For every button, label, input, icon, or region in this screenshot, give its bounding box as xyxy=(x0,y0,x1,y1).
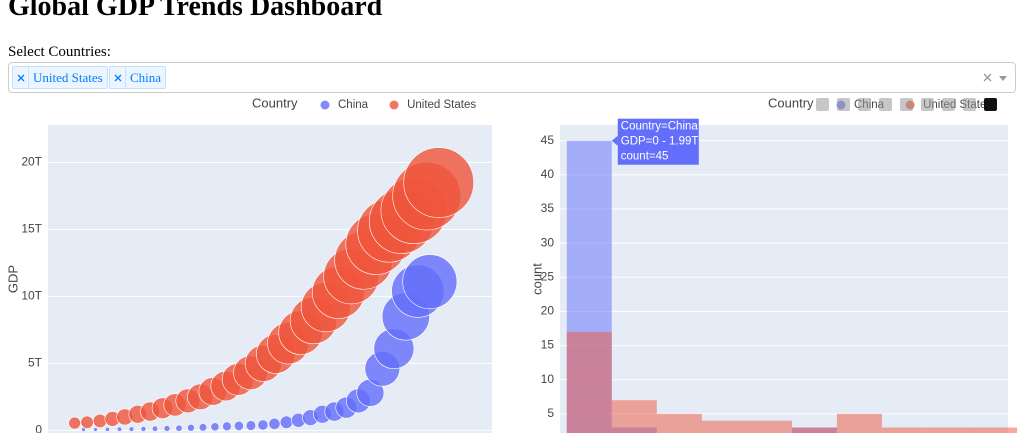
legend-marker xyxy=(320,100,330,110)
modebar-button[interactable] xyxy=(816,98,829,111)
bubble xyxy=(268,417,281,430)
histogram-bar xyxy=(611,400,657,433)
modebar-button[interactable] xyxy=(837,98,850,111)
selector-label: Select Countries: xyxy=(8,44,111,60)
y-tick-label: 5T xyxy=(28,356,43,370)
bubble xyxy=(175,424,183,432)
tooltip-pointer xyxy=(611,135,618,146)
chip: United States xyxy=(12,66,108,89)
y-tick-label: 20 xyxy=(541,304,555,318)
legend-title: Country xyxy=(768,95,814,110)
remove-chip[interactable] xyxy=(13,67,29,88)
modebar-button[interactable] xyxy=(879,98,892,111)
bubble xyxy=(151,425,159,432)
tooltip-line: count=45 xyxy=(621,151,669,163)
bubble xyxy=(187,423,195,432)
y-tick-label: 45 xyxy=(541,133,555,147)
bubble xyxy=(257,419,269,431)
modebar-button[interactable] xyxy=(963,98,976,111)
legend-title: Country xyxy=(252,95,298,110)
y-axis-title: GDP xyxy=(5,265,20,293)
histogram-bar xyxy=(791,427,837,433)
y-tick-label: 15 xyxy=(541,338,555,352)
bubble xyxy=(233,420,244,431)
bubble xyxy=(245,420,257,431)
y-axis-title: count xyxy=(529,263,544,295)
y-tick-label: 40 xyxy=(541,167,555,181)
histogram-bar xyxy=(926,427,972,433)
histogram-bar xyxy=(701,420,747,433)
histogram-bar xyxy=(746,420,792,433)
legend-label: United States xyxy=(407,99,476,111)
bubble xyxy=(80,415,94,429)
y-tick-label: 25 xyxy=(541,269,555,283)
histogram-bar xyxy=(836,413,882,433)
y-tick-label: 5 xyxy=(547,406,554,420)
modebar-button[interactable] xyxy=(984,98,997,111)
bubble xyxy=(198,423,208,432)
bubble xyxy=(93,427,98,432)
plot-background xyxy=(560,125,1008,433)
bubble xyxy=(105,426,110,432)
y-tick-label: 15T xyxy=(21,222,42,236)
bubble xyxy=(68,416,81,430)
histogram-bar xyxy=(566,331,612,433)
chip-label: United States xyxy=(33,70,103,85)
y-tick-label: 20T xyxy=(21,155,42,169)
bubble xyxy=(279,415,294,429)
bubble xyxy=(92,413,108,429)
modebar-button[interactable] xyxy=(942,98,955,111)
histogram-bar xyxy=(656,413,702,433)
bubble xyxy=(222,421,232,432)
bubble xyxy=(140,426,147,432)
y-tick-label: 10 xyxy=(541,372,555,386)
chip: China xyxy=(109,66,167,89)
tooltip-box xyxy=(617,118,699,165)
scatter-panel: 0 5T 10T 15T 20T GDP Country China United States xyxy=(5,95,492,433)
country-dropdown[interactable]: United States China xyxy=(8,62,1016,93)
bubble xyxy=(210,422,220,432)
legend-label: China xyxy=(338,99,369,111)
tooltip-line: Country=China xyxy=(621,121,699,133)
histogram-panel: 51015202530354045countCountryChinaUnited… xyxy=(529,95,1018,433)
modebar-button[interactable] xyxy=(858,98,871,111)
tooltip-line: GDP=0 - 1.99T xyxy=(621,136,699,148)
legend-marker xyxy=(389,100,399,110)
y-tick-label: 30 xyxy=(541,235,555,249)
y-tick-label: 10T xyxy=(21,289,42,303)
histogram-bar xyxy=(881,427,927,433)
modebar-button[interactable] xyxy=(921,98,934,111)
y-tick-label: 0 xyxy=(35,422,42,433)
bubble xyxy=(116,426,123,432)
bubble xyxy=(163,425,171,432)
page-title: Global GDP Trends Dashboard xyxy=(8,0,383,22)
modebar-button[interactable] xyxy=(900,98,913,111)
bubble xyxy=(403,147,475,218)
bubble xyxy=(128,426,135,432)
y-tick-label: 35 xyxy=(541,201,555,215)
histogram-bar xyxy=(971,427,1018,433)
chip-label: China xyxy=(130,70,162,85)
dropdown-controls[interactable] xyxy=(983,73,1013,83)
remove-chip[interactable] xyxy=(110,67,126,88)
bubble xyxy=(402,254,458,310)
